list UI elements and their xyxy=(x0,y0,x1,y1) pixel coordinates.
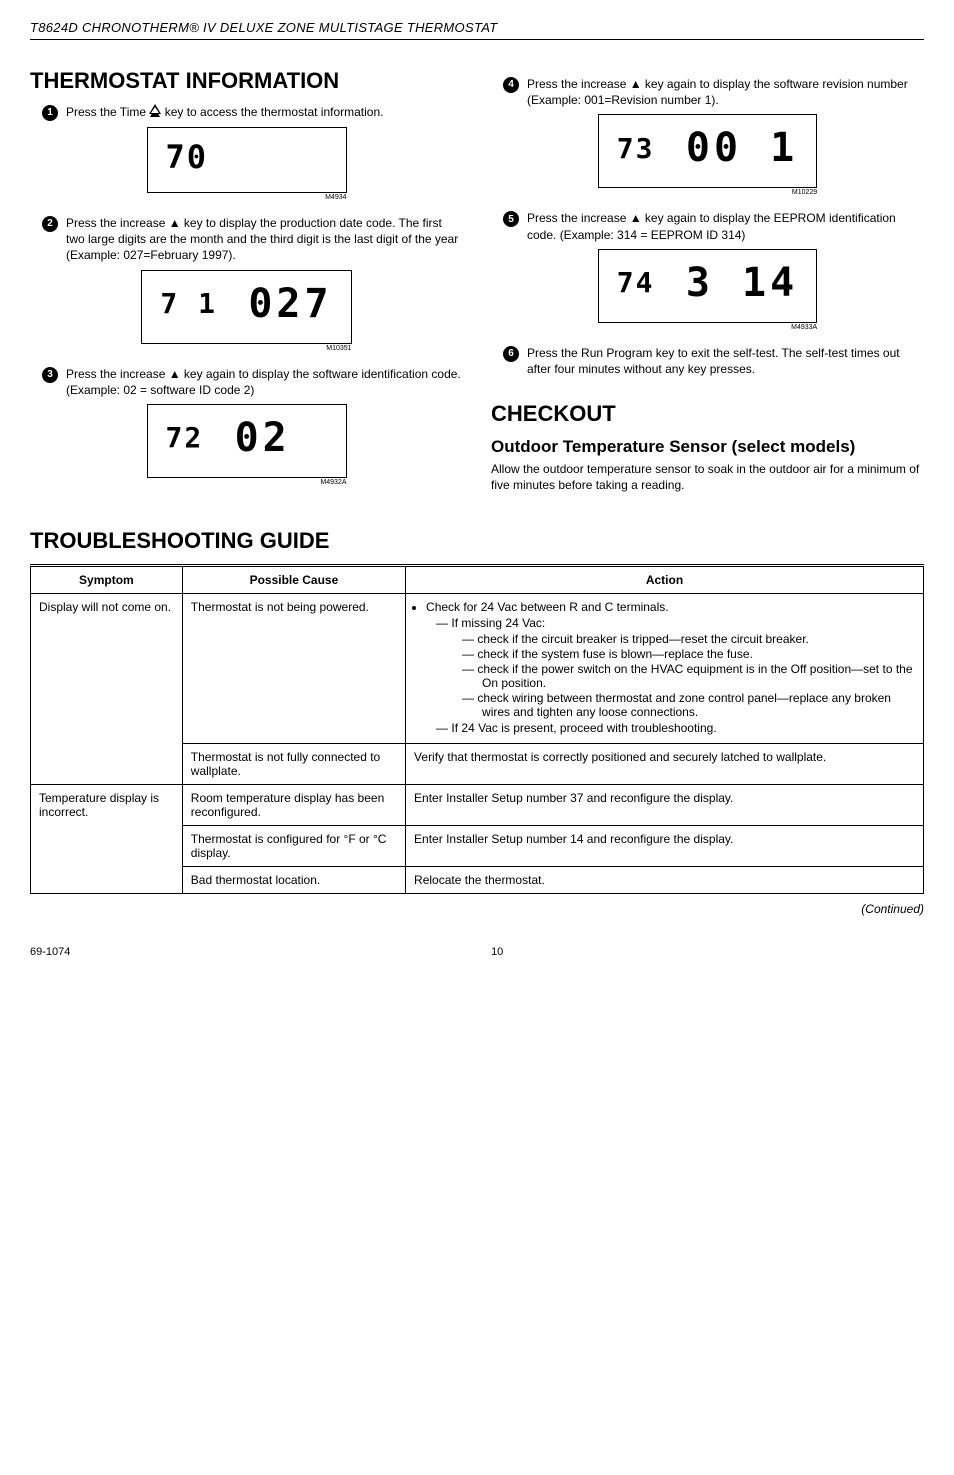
step-1: 1 Press the Time key to access the therm… xyxy=(42,104,463,121)
lcd-2-big: 027 xyxy=(248,281,332,327)
lcd-display-1-wrap: 70 M4934 xyxy=(30,127,463,205)
r1-action-sub2: If 24 Vac is present, proceed with troub… xyxy=(436,721,915,735)
r1-action-item-a: check if the circuit breaker is tripped—… xyxy=(462,632,915,646)
step-3: 3 Press the increase ▲ key again to disp… xyxy=(42,366,463,398)
r1-action-sub1: If missing 24 Vac: xyxy=(436,616,915,630)
lcd-display-4: 73 00 1 xyxy=(598,114,817,188)
step-2-text: Press the increase ▲ key to display the … xyxy=(66,215,463,264)
lcd-3-figlabel: M4932A xyxy=(147,479,347,486)
lcd-display-3-wrap: 72 02 M4932A xyxy=(30,404,463,490)
r5-cause: Bad thermostat location. xyxy=(182,866,405,893)
time-up-icon xyxy=(149,104,161,114)
page-header: T8624D CHRONOTHERM® IV DELUXE ZONE MULTI… xyxy=(30,20,924,40)
table-header-row: Symptom Possible Cause Action xyxy=(31,565,924,593)
r4-cause: Thermostat is configured for °F or °C di… xyxy=(182,825,405,866)
page-number: 10 xyxy=(491,946,503,958)
step-6: 6 Press the Run Program key to exit the … xyxy=(503,345,924,377)
lcd-display-1: 70 xyxy=(147,127,347,193)
lcd-1-figlabel: M4934 xyxy=(147,194,347,201)
r5-action: Relocate the thermostat. xyxy=(406,866,924,893)
lcd-5-big: 3 14 xyxy=(686,260,798,306)
r1-action-lead: Check for 24 Vac between R and C termina… xyxy=(426,600,915,614)
lcd-display-5: 74 3 14 xyxy=(598,249,817,323)
step-4: 4 Press the increase ▲ key again to disp… xyxy=(503,76,924,108)
step-3-text: Press the increase ▲ key again to displa… xyxy=(66,366,463,398)
step-5: 5 Press the increase ▲ key again to disp… xyxy=(503,210,924,242)
lcd-4-small: 73 xyxy=(617,132,655,165)
r1-symptom: Display will not come on. xyxy=(31,593,183,784)
lcd-1-value: 70 xyxy=(166,138,209,176)
lcd-4-big: 00 1 xyxy=(686,125,798,171)
lcd-display-2-wrap: 7 1 027 M10351 xyxy=(30,270,463,356)
step-2: 2 Press the increase ▲ key to display th… xyxy=(42,215,463,264)
lcd-display-2: 7 1 027 xyxy=(141,270,351,344)
lcd-3-small: 72 xyxy=(166,421,204,454)
lcd-display-3: 72 02 xyxy=(147,404,347,478)
lcd-display-4-wrap: 73 00 1 M10229 xyxy=(491,114,924,200)
thermostat-information-heading: THERMOSTAT INFORMATION xyxy=(30,68,463,94)
r1-action-item-d: check wiring between thermostat and zone… xyxy=(462,691,915,719)
main-two-column: THERMOSTAT INFORMATION 1 Press the Time … xyxy=(30,68,924,500)
lcd-5-small: 74 xyxy=(617,266,655,299)
lcd-2-figlabel: M10351 xyxy=(141,345,351,352)
r3-cause: Room temperature display has been reconf… xyxy=(182,784,405,825)
step-1-text: Press the Time key to access the thermos… xyxy=(66,104,463,120)
step-number-2: 2 xyxy=(42,216,58,232)
step-4-text: Press the increase ▲ key again to displa… xyxy=(527,76,924,108)
step-number-6: 6 xyxy=(503,346,519,362)
troubleshooting-heading: TROUBLESHOOTING GUIDE xyxy=(30,528,924,554)
lcd-4-figlabel: M10229 xyxy=(598,189,817,196)
step-1-text-after: key to access the thermostat information… xyxy=(161,105,383,119)
r3-symptom: Temperature display is incorrect. xyxy=(31,784,183,893)
page-footer: 69-1074 10 xyxy=(30,946,924,958)
r1-action: Check for 24 Vac between R and C termina… xyxy=(406,593,924,743)
r2-cause: Thermostat is not fully connected to wal… xyxy=(182,743,405,784)
col-symptom: Symptom xyxy=(31,565,183,593)
table-row: Display will not come on. Thermostat is … xyxy=(31,593,924,743)
checkout-heading: CHECKOUT xyxy=(491,401,924,427)
step-6-text: Press the Run Program key to exit the se… xyxy=(527,345,924,377)
col-action: Action xyxy=(406,565,924,593)
col-cause: Possible Cause xyxy=(182,565,405,593)
step-number-5: 5 xyxy=(503,211,519,227)
r1-action-item-b: check if the system fuse is blown—replac… xyxy=(462,647,915,661)
troubleshooting-table: Symptom Possible Cause Action Display wi… xyxy=(30,564,924,894)
r3-action: Enter Installer Setup number 37 and reco… xyxy=(406,784,924,825)
table-row: Temperature display is incorrect. Room t… xyxy=(31,784,924,825)
r2-action: Verify that thermostat is correctly posi… xyxy=(406,743,924,784)
step-5-text: Press the increase ▲ key again to displa… xyxy=(527,210,924,242)
continued-label: (Continued) xyxy=(30,902,924,916)
doc-number: 69-1074 xyxy=(30,946,70,958)
step-number-1: 1 xyxy=(42,105,58,121)
r1-action-item-c: check if the power switch on the HVAC eq… xyxy=(462,662,915,690)
step-1-text-before: Press the Time xyxy=(66,105,149,119)
left-column: THERMOSTAT INFORMATION 1 Press the Time … xyxy=(30,68,463,500)
step-number-4: 4 xyxy=(503,77,519,93)
outdoor-sensor-subheading: Outdoor Temperature Sensor (select model… xyxy=(491,437,924,457)
outdoor-sensor-para: Allow the outdoor temperature sensor to … xyxy=(491,461,924,493)
step-number-3: 3 xyxy=(42,367,58,383)
r4-action: Enter Installer Setup number 14 and reco… xyxy=(406,825,924,866)
r1-cause: Thermostat is not being powered. xyxy=(182,593,405,743)
lcd-5-figlabel: M4933A xyxy=(598,324,817,331)
lcd-display-5-wrap: 74 3 14 M4933A xyxy=(491,249,924,335)
lcd-2-small: 7 1 xyxy=(160,287,217,320)
lcd-3-big: 02 xyxy=(235,415,291,461)
right-column: 4 Press the increase ▲ key again to disp… xyxy=(491,68,924,500)
